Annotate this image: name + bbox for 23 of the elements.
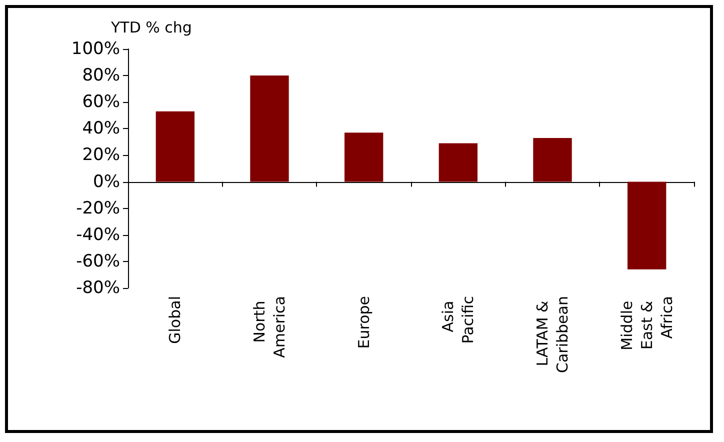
y-tick-label: 20%: [82, 145, 120, 166]
x-tick-label: Middle East & Africa: [618, 296, 676, 350]
x-tick-label: Asia Pacific: [439, 296, 478, 344]
bar: [156, 111, 195, 182]
bar: [250, 76, 289, 182]
bar: [438, 143, 478, 182]
y-tick-label: 60%: [82, 92, 120, 112]
y-tick-label: 40%: [82, 118, 120, 139]
y-tick-label: -40%: [76, 224, 120, 245]
y-tick-label: 100%: [71, 39, 120, 59]
y-tick-label: -20%: [76, 198, 120, 218]
x-tick-label: Europe: [354, 296, 373, 349]
y-tick-label: 0%: [93, 172, 120, 192]
bar: [627, 182, 666, 270]
x-tick-label: Global: [166, 296, 184, 344]
y-tick-label: -80%: [76, 278, 120, 298]
y-tick-label: 80%: [82, 66, 120, 86]
bar: [344, 132, 384, 182]
x-tick-label: North America: [250, 296, 288, 358]
x-tick-label: LATAM & Caribbean: [534, 296, 572, 373]
y-tick-label: -60%: [76, 251, 120, 272]
bar: [533, 138, 572, 182]
y-axis-title: YTD % chg: [110, 18, 192, 36]
